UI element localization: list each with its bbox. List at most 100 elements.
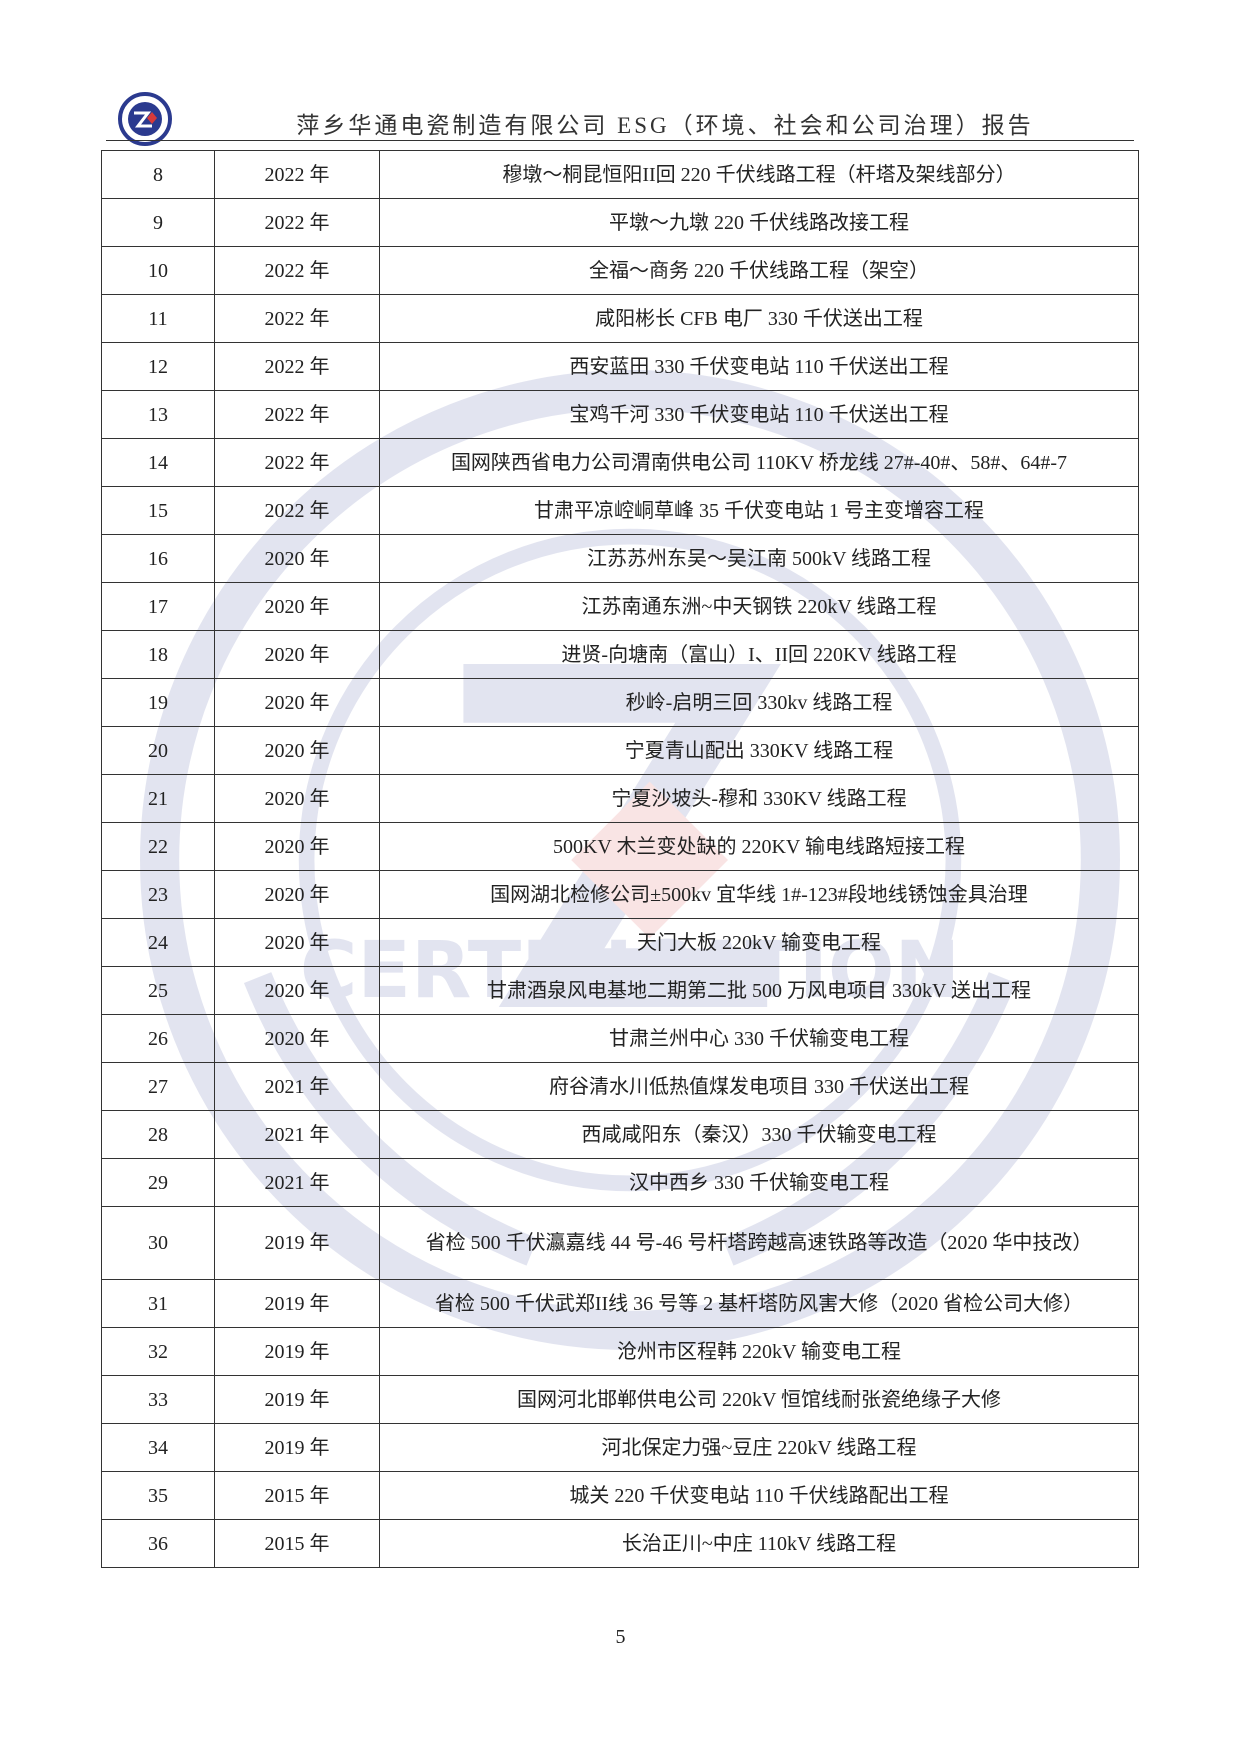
row-number: 18 [101,630,215,679]
row-project-name: 500KV 木兰变处缺的 220KV 输电线路短接工程 [379,822,1139,871]
row-project-name: 咸阳彬长 CFB 电厂 330 千伏送出工程 [379,294,1139,343]
header-divider [106,140,1134,141]
table-row: 8 2022 年穆墩～桐昆恒阳II回 220 千伏线路工程（杆塔及架线部分） [101,150,1139,199]
row-project-name: 平墩～九墩 220 千伏线路改接工程 [379,198,1139,247]
row-number: 29 [101,1158,215,1207]
row-year: 2020 年 [214,678,380,727]
table-row: 15 2022 年甘肃平凉崆峒草峰 35 千伏变电站 1 号主变增容工程 [101,486,1139,535]
row-project-name: 江苏南通东洲~中天钢铁 220kV 线路工程 [379,582,1139,631]
row-year: 2021 年 [214,1158,380,1207]
company-logo [118,92,172,146]
row-number: 28 [101,1110,215,1159]
row-year: 2020 年 [214,534,380,583]
row-number: 17 [101,582,215,631]
row-project-name: 西咸咸阳东（秦汉）330 千伏输变电工程 [379,1110,1139,1159]
row-year: 2022 年 [214,390,380,439]
row-number: 26 [101,1014,215,1063]
row-year: 2022 年 [214,438,380,487]
row-year: 2020 年 [214,774,380,823]
table-row: 20 2020 年宁夏青山配出 330KV 线路工程 [101,726,1139,775]
project-table: 8 2022 年穆墩～桐昆恒阳II回 220 千伏线路工程（杆塔及架线部分） 9 20… [101,150,1139,1568]
row-year: 2019 年 [214,1375,380,1424]
row-year: 2022 年 [214,486,380,535]
row-year: 2020 年 [214,966,380,1015]
row-number: 8 [101,150,215,199]
row-project-name: 国网河北邯郸供电公司 220kV 恒馆线耐张瓷绝缘子大修 [379,1375,1139,1424]
row-year: 2019 年 [214,1423,380,1472]
table-row: 28 2021 年西咸咸阳东（秦汉）330 千伏输变电工程 [101,1110,1139,1159]
table-row: 25 2020 年甘肃酒泉风电基地二期第二批 500 万风电项目 330kV 送出… [101,966,1139,1015]
table-row: 12 2022 年西安蓝田 330 千伏变电站 110 千伏送出工程 [101,342,1139,391]
row-year: 2022 年 [214,150,380,199]
row-number: 12 [101,342,215,391]
row-project-name: 国网陕西省电力公司渭南供电公司 110KV 桥龙线 27#-40#、58#、64… [379,438,1139,487]
table-row: 30 2019 年省检 500 千伏瀛嘉线 44 号-46 号杆塔跨越高速铁路等改… [101,1206,1139,1280]
table-row: 22 2020 年 500KV 木兰变处缺的 220KV 输电线路短接工程 [101,822,1139,871]
row-number: 14 [101,438,215,487]
table-row: 34 2019 年河北保定力强~豆庄 220kV 线路工程 [101,1423,1139,1472]
row-year: 2020 年 [214,822,380,871]
row-year: 2020 年 [214,630,380,679]
row-project-name: 甘肃兰州中心 330 千伏输变电工程 [379,1014,1139,1063]
row-number: 10 [101,246,215,295]
row-project-name: 穆墩～桐昆恒阳II回 220 千伏线路工程（杆塔及架线部分） [379,150,1139,199]
row-number: 22 [101,822,215,871]
row-number: 35 [101,1471,215,1520]
table-row: 32 2019 年沧州市区程韩 220kV 输变电工程 [101,1327,1139,1376]
row-year: 2020 年 [214,870,380,919]
row-project-name: 宝鸡千河 330 千伏变电站 110 千伏送出工程 [379,390,1139,439]
row-project-name: 省检 500 千伏瀛嘉线 44 号-46 号杆塔跨越高速铁路等改造（2020 华… [379,1206,1139,1280]
row-year: 2022 年 [214,198,380,247]
table-row: 35 2015 年城关 220 千伏变电站 110 千伏线路配出工程 [101,1471,1139,1520]
table-row: 11 2022 年咸阳彬长 CFB 电厂 330 千伏送出工程 [101,294,1139,343]
row-year: 2020 年 [214,1014,380,1063]
row-year: 2021 年 [214,1110,380,1159]
row-year: 2022 年 [214,342,380,391]
row-project-name: 天门大板 220kV 输变电工程 [379,918,1139,967]
table-row: 26 2020 年甘肃兰州中心 330 千伏输变电工程 [101,1014,1139,1063]
row-year: 2021 年 [214,1062,380,1111]
row-project-name: 国网湖北检修公司±500kv 宜华线 1#-123#段地线锈蚀金具治理 [379,870,1139,919]
row-project-name: 河北保定力强~豆庄 220kV 线路工程 [379,1423,1139,1472]
row-project-name: 宁夏青山配出 330KV 线路工程 [379,726,1139,775]
row-number: 15 [101,486,215,535]
row-project-name: 府谷清水川低热值煤发电项目 330 千伏送出工程 [379,1062,1139,1111]
row-year: 2022 年 [214,294,380,343]
row-year: 2022 年 [214,246,380,295]
row-number: 11 [101,294,215,343]
row-number: 23 [101,870,215,919]
row-year: 2019 年 [214,1206,380,1280]
row-project-name: 城关 220 千伏变电站 110 千伏线路配出工程 [379,1471,1139,1520]
table-row: 24 2020 年天门大板 220kV 输变电工程 [101,918,1139,967]
table-row: 27 2021 年府谷清水川低热值煤发电项目 330 千伏送出工程 [101,1062,1139,1111]
row-number: 27 [101,1062,215,1111]
row-project-name: 省检 500 千伏武郑II线 36 号等 2 基杆塔防风害大修（2020 省检公… [379,1279,1139,1328]
row-year: 2015 年 [214,1471,380,1520]
row-number: 21 [101,774,215,823]
table-row: 10 2022 年全福～商务 220 千伏线路工程（架空） [101,246,1139,295]
row-project-name: 秒岭-启明三回 330kv 线路工程 [379,678,1139,727]
table-row: 17 2020 年江苏南通东洲~中天钢铁 220kV 线路工程 [101,582,1139,631]
page-number: 5 [615,1626,626,1648]
table-row: 13 2022 年宝鸡千河 330 千伏变电站 110 千伏送出工程 [101,390,1139,439]
table-row: 14 2022 年国网陕西省电力公司渭南供电公司 110KV 桥龙线 27#-40… [101,438,1139,487]
row-number: 30 [101,1206,215,1280]
row-number: 20 [101,726,215,775]
row-number: 16 [101,534,215,583]
row-number: 9 [101,198,215,247]
table-row: 36 2015 年长治正川~中庄 110kV 线路工程 [101,1519,1139,1568]
row-number: 32 [101,1327,215,1376]
table-row: 33 2019 年国网河北邯郸供电公司 220kV 恒馆线耐张瓷绝缘子大修 [101,1375,1139,1424]
row-project-name: 甘肃酒泉风电基地二期第二批 500 万风电项目 330kV 送出工程 [379,966,1139,1015]
row-number: 19 [101,678,215,727]
row-year: 2020 年 [214,918,380,967]
row-project-name: 西安蓝田 330 千伏变电站 110 千伏送出工程 [379,342,1139,391]
table-row: 18 2020 年进贤-向塘南（富山）I、II回 220KV 线路工程 [101,630,1139,679]
row-project-name: 沧州市区程韩 220kV 输变电工程 [379,1327,1139,1376]
row-number: 24 [101,918,215,967]
row-project-name: 长治正川~中庄 110kV 线路工程 [379,1519,1139,1568]
row-project-name: 甘肃平凉崆峒草峰 35 千伏变电站 1 号主变增容工程 [379,486,1139,535]
row-project-name: 进贤-向塘南（富山）I、II回 220KV 线路工程 [379,630,1139,679]
row-project-name: 宁夏沙坡头-穆和 330KV 线路工程 [379,774,1139,823]
table-row: 9 2022 年平墩～九墩 220 千伏线路改接工程 [101,198,1139,247]
